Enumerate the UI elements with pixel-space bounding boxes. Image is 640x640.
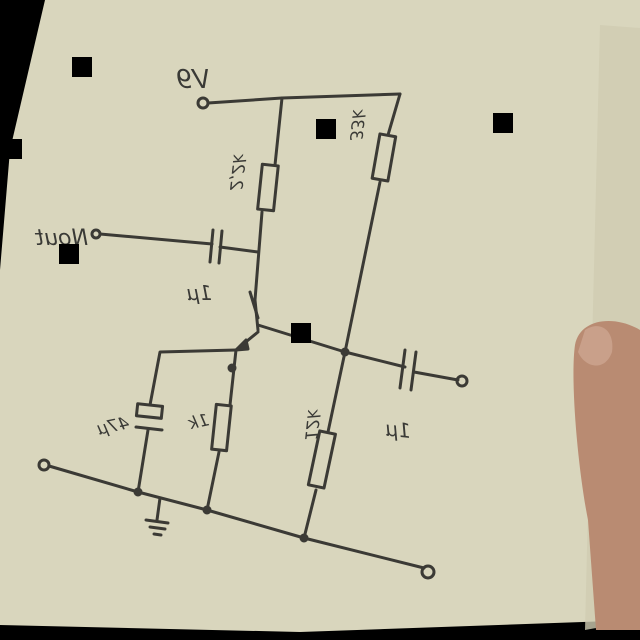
supply-label: V9 — [176, 65, 210, 95]
bias-upper-resistor — [370, 132, 398, 183]
emitter-to-cap-wire — [148, 348, 238, 407]
collector-resistor-label: 2,2k — [225, 152, 249, 192]
input-cap-label: 1µ — [384, 416, 412, 443]
bias-upper-resistor-label: 33k — [345, 107, 368, 142]
emitter-resistor-wire-bottom — [205, 450, 221, 512]
redaction-square — [493, 113, 513, 133]
bias-wire-top — [386, 92, 402, 137]
transistor-emitter-arrow — [234, 338, 250, 352]
bias-lower-wire-top — [326, 350, 347, 434]
ground-terminal — [420, 564, 436, 580]
output-cap-label: 1µ — [187, 281, 212, 305]
emitter-junction — [227, 363, 237, 373]
bias-lower-resistor-label: 12k — [300, 407, 323, 442]
output-cap-to-collector — [218, 245, 260, 254]
emitter-to-resistor-wire — [228, 348, 238, 407]
circuit — [37, 92, 469, 580]
ground-junction-2 — [202, 505, 212, 515]
input-wire-left — [343, 350, 407, 369]
bias-wire-middle — [343, 180, 382, 354]
collector-resistor — [256, 162, 280, 213]
redaction-square — [291, 323, 311, 343]
ground-junction-1 — [133, 487, 143, 497]
input-terminal — [455, 374, 469, 388]
thumb — [573, 321, 640, 630]
redaction-square — [59, 244, 79, 264]
input-wire-right — [412, 370, 460, 382]
redaction-square — [316, 119, 336, 139]
bias-lower-resistor — [306, 429, 337, 490]
redaction-marks — [2, 57, 513, 343]
output-wire — [98, 232, 214, 246]
redaction-square — [2, 139, 22, 159]
bypass-cap-plate-2 — [134, 425, 164, 432]
labels: V9 2,2k 33k Nout 1µ 47µ 1k 12k 1µ — [34, 65, 412, 443]
bypass-cap-plate — [134, 402, 165, 420]
emitter-resistor — [210, 402, 233, 453]
collector-wire-bottom — [253, 210, 264, 302]
ground-junction-3 — [299, 533, 309, 543]
bias-lower-wire-bottom — [302, 488, 318, 540]
redaction-square — [72, 57, 92, 77]
thumbnail — [578, 326, 613, 366]
bypass-cap-wire-bottom — [136, 428, 150, 494]
ground-symbol — [144, 496, 170, 537]
collector-wire-top — [273, 96, 284, 167]
